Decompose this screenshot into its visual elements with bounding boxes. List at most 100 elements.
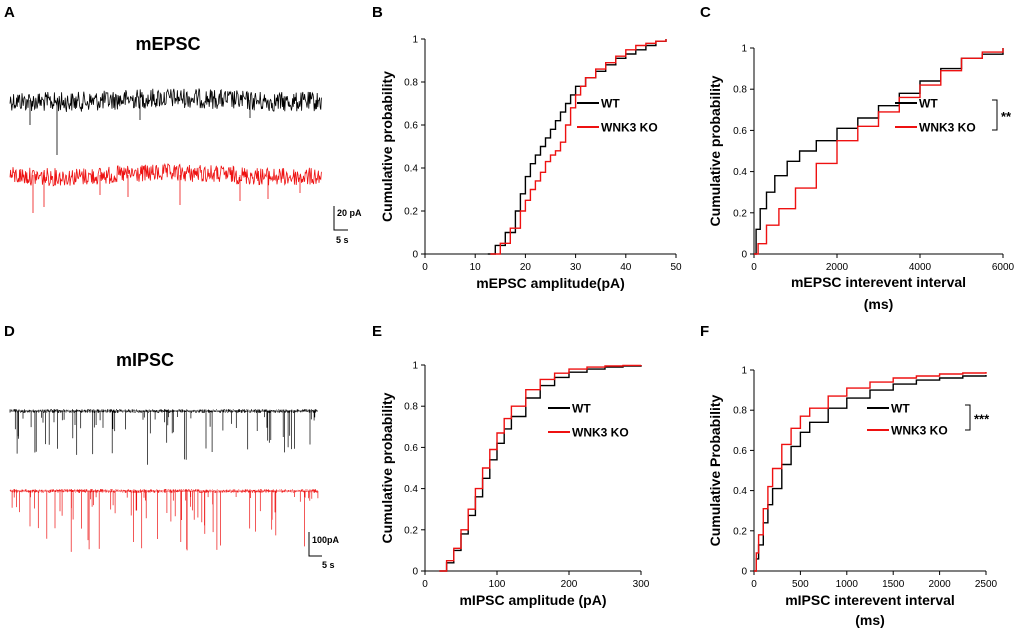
panel-letter-e: E bbox=[372, 323, 382, 340]
trace-path bbox=[9, 489, 319, 552]
trace-mepsc-wt bbox=[9, 88, 322, 155]
legend-label-e-0: WT bbox=[572, 402, 591, 416]
scale-bar-d-x-label: 5 s bbox=[322, 560, 335, 570]
y-tick-label-f-5: 1 bbox=[741, 366, 747, 377]
y-tick-label-b-1: 0.2 bbox=[404, 207, 418, 218]
x-tick-label-b-5: 50 bbox=[670, 262, 682, 273]
scale-bar-a-y-label: 20 pA bbox=[337, 208, 362, 218]
x-tick-label-e-0: 0 bbox=[422, 579, 428, 590]
y-tick-label-b-2: 0.4 bbox=[404, 164, 418, 175]
legend-label-c-0: WT bbox=[919, 97, 938, 111]
y-tick-label-b-5: 1 bbox=[412, 35, 418, 46]
x-tick-label-f-3: 1500 bbox=[882, 579, 905, 590]
x-tick-label-c-2: 4000 bbox=[909, 262, 932, 273]
scale-bar-a-lines bbox=[333, 206, 348, 231]
y-axis-title-b: Cumulative probability bbox=[379, 71, 395, 222]
trace-path bbox=[9, 88, 322, 155]
trace-path bbox=[9, 409, 318, 465]
significance-label-c: ** bbox=[1001, 109, 1012, 124]
x-tick-label-f-2: 1000 bbox=[836, 579, 859, 590]
y-tick-label-f-3: 0.6 bbox=[733, 446, 747, 457]
x-tick-label-e-3: 300 bbox=[633, 579, 650, 590]
x-axis-title-c: mEPSC interevent interval bbox=[791, 274, 966, 290]
y-tick-label-f-1: 0.2 bbox=[733, 526, 747, 537]
x-tick-label-e-2: 200 bbox=[561, 579, 578, 590]
legend-label-b-1: WNK3 KO bbox=[601, 121, 658, 135]
y-tick-label-c-4: 0.8 bbox=[733, 85, 747, 96]
y-tick-label-e-4: 0.8 bbox=[404, 402, 418, 413]
series-line-b-ko bbox=[490, 39, 667, 255]
panel-letter-b: B bbox=[372, 4, 383, 21]
series-line-b-wt bbox=[487, 39, 667, 255]
scale-bar-a-x-label: 5 s bbox=[336, 235, 349, 245]
x-tick-label-c-0: 0 bbox=[751, 262, 757, 273]
chart-f-mipsc-interval: 0 500 1000 1500 2000 2500 0 0.2 0.4 0.6 0.8 1 mIPSC … bbox=[707, 366, 998, 629]
y-tick-label-e-0: 0 bbox=[412, 567, 418, 578]
panel-letter-c: C bbox=[700, 4, 711, 21]
panel-d: D mIPSC 100pA 5 s bbox=[4, 323, 340, 570]
scale-bar-a: 20 pA 5 s bbox=[333, 206, 362, 245]
x-tick-label-f-1: 500 bbox=[792, 579, 809, 590]
y-tick-label-c-0: 0 bbox=[741, 250, 747, 261]
series-line-f-wt bbox=[754, 375, 987, 572]
scale-bar-d-y-label: 100pA bbox=[312, 535, 340, 545]
x-tick-label-c-3: 6000 bbox=[992, 262, 1015, 273]
panel-a: A mEPSC 20 pA 5 s bbox=[4, 4, 362, 245]
trace-title-mepsc: mEPSC bbox=[135, 34, 200, 54]
y-tick-label-b-3: 0.6 bbox=[404, 121, 418, 132]
x-axis-title-line2-f: (ms) bbox=[855, 612, 885, 628]
y-tick-label-c-1: 0.2 bbox=[733, 208, 747, 219]
significance-label-f: *** bbox=[974, 412, 990, 427]
y-tick-label-c-5: 1 bbox=[741, 44, 747, 55]
x-tick-label-b-4: 40 bbox=[620, 262, 632, 273]
y-axis-title-f: Cumulative Probability bbox=[707, 394, 723, 546]
significance-bracket-f bbox=[965, 404, 971, 431]
trace-mipsc-ko bbox=[9, 489, 319, 552]
trace-title-mipsc: mIPSC bbox=[116, 350, 174, 370]
panel-letter-f: F bbox=[700, 323, 709, 340]
legend-label-c-1: WNK3 KO bbox=[919, 121, 976, 135]
chart-c-mepsc-interval: 0 2000 4000 6000 0 0.2 0.4 0.6 0.8 1 mEPSC interev… bbox=[707, 44, 1015, 313]
significance-bracket-c bbox=[992, 99, 998, 131]
x-axis-title-line2-c: (ms) bbox=[864, 296, 894, 312]
scale-bar-d: 100pA 5 s bbox=[308, 532, 340, 570]
x-tick-label-b-2: 20 bbox=[520, 262, 532, 273]
trace-mepsc-ko bbox=[9, 163, 322, 213]
x-axis-title-f: mIPSC interevent interval bbox=[785, 592, 955, 608]
y-tick-label-f-4: 0.8 bbox=[733, 406, 747, 417]
x-tick-label-b-3: 30 bbox=[570, 262, 582, 273]
series-line-e-ko bbox=[439, 364, 642, 572]
y-tick-label-b-0: 0 bbox=[412, 250, 418, 261]
trace-mipsc-wt bbox=[9, 409, 318, 465]
x-tick-label-f-0: 0 bbox=[751, 579, 757, 590]
y-tick-label-c-2: 0.4 bbox=[733, 167, 747, 178]
x-axis-title-b: mEPSC amplitude(pA) bbox=[476, 275, 625, 291]
x-tick-label-c-1: 2000 bbox=[826, 262, 849, 273]
y-tick-label-c-3: 0.6 bbox=[733, 126, 747, 137]
y-tick-label-f-0: 0 bbox=[741, 567, 747, 578]
series-line-f-ko bbox=[754, 372, 987, 572]
x-tick-label-b-0: 0 bbox=[422, 262, 428, 273]
y-tick-label-e-1: 0.2 bbox=[404, 525, 418, 536]
panel-letter-d: D bbox=[4, 323, 15, 340]
legend-label-b-0: WT bbox=[601, 97, 620, 111]
y-axis-title-c: Cumulative probability bbox=[707, 75, 723, 226]
legend-label-e-1: WNK3 KO bbox=[572, 426, 629, 440]
x-tick-label-f-5: 2500 bbox=[975, 579, 998, 590]
y-axis-title-e: Cumulative probability bbox=[379, 392, 395, 543]
x-tick-label-e-1: 100 bbox=[489, 579, 506, 590]
y-tick-label-e-2: 0.4 bbox=[404, 484, 418, 495]
series-line-c-ko bbox=[754, 48, 1004, 255]
legend-label-f-0: WT bbox=[891, 402, 910, 416]
series-line-e-wt bbox=[439, 365, 642, 572]
series-line-c-wt bbox=[754, 48, 1004, 255]
y-tick-label-b-4: 0.8 bbox=[404, 78, 418, 89]
legend-label-f-1: WNK3 KO bbox=[891, 424, 948, 438]
y-tick-label-e-3: 0.6 bbox=[404, 443, 418, 454]
panel-letter-a: A bbox=[4, 4, 15, 21]
y-tick-label-e-5: 1 bbox=[412, 361, 418, 372]
x-axis-title-e: mIPSC amplitude (pA) bbox=[459, 592, 606, 608]
trace-path bbox=[9, 163, 322, 213]
chart-e-mipsc-amplitude: 0 100 200 300 0 0.2 0.4 0.6 0.8 1 mIPSC amplitude … bbox=[379, 361, 650, 609]
